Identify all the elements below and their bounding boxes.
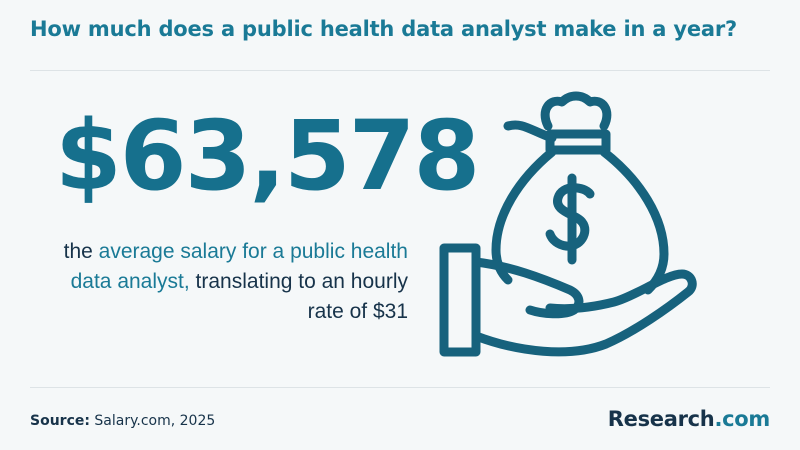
description-part2: translating to an hourly rate of $31	[189, 270, 408, 323]
hand-holding-money-bag-icon	[439, 91, 697, 357]
source-value: Salary.com, 2025	[89, 413, 216, 429]
salary-description: the average salary for a public health d…	[48, 237, 408, 327]
bottom-divider	[30, 387, 770, 388]
brand-accent: .com	[714, 407, 770, 431]
top-divider	[30, 70, 770, 71]
source-label: Source:	[30, 413, 90, 429]
description-part1: the	[63, 240, 99, 263]
brand-main: Research	[607, 407, 715, 431]
source-citation: Source: Salary.com, 2025	[30, 413, 215, 429]
description-highlight: average salary for a public health data …	[70, 240, 408, 293]
salary-amount: $63,578	[55, 100, 480, 212]
brand-logo: Research.com	[607, 407, 771, 431]
page-title: How much does a public health data analy…	[30, 17, 738, 41]
